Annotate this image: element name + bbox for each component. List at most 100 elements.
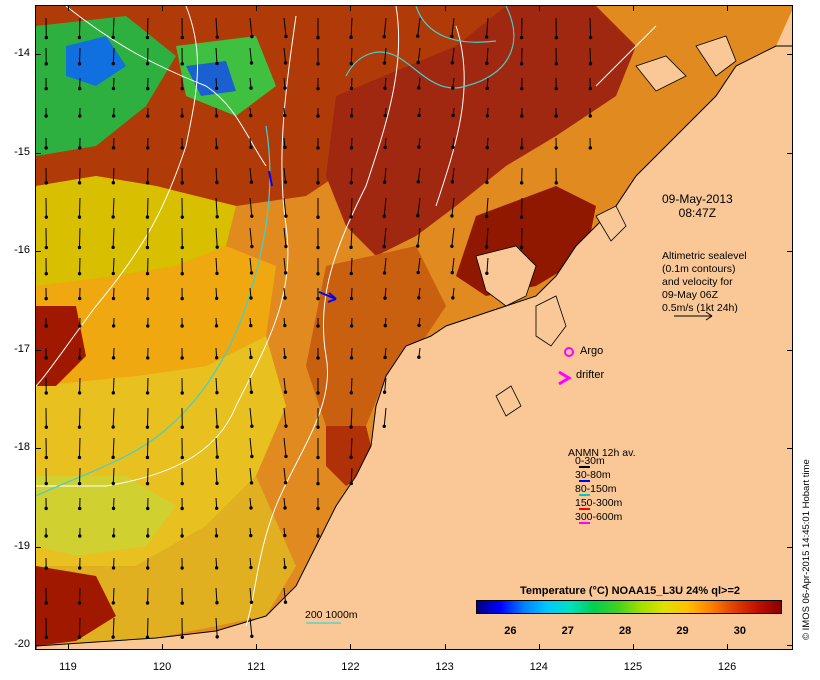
velocity-arrow-head (519, 181, 524, 185)
latitude-tick-label: -19 (14, 539, 30, 552)
velocity-arrow (112, 437, 115, 458)
velocity-arrow-head (283, 506, 287, 510)
velocity-arrow-head (44, 534, 48, 538)
velocity-arrow (249, 407, 253, 427)
velocity-arrow-head (485, 114, 490, 118)
velocity-arrow-head (283, 533, 287, 538)
latitude-tick-mark (35, 251, 41, 253)
longitude-tick-mark (727, 5, 729, 11)
velocity-arrow-head (520, 86, 524, 91)
colorbar-tick-label: 26 (504, 625, 517, 637)
longitude-tick-mark (538, 644, 540, 650)
velocity-arrow (350, 437, 353, 458)
velocity-arrow (451, 197, 455, 216)
longitude-tick-label: 122 (341, 661, 360, 673)
velocity-arrow-head (146, 146, 150, 150)
velocity-arrow (383, 17, 387, 37)
velocity-arrow-head (382, 34, 386, 39)
velocity-arrow-head (283, 390, 288, 394)
isobaths (36, 6, 515, 497)
velocity-arrow-head (519, 35, 524, 40)
latitude-tick-mark (35, 448, 41, 450)
latitude-tick-label: -17 (14, 342, 30, 355)
velocity-arrow-head (249, 296, 253, 300)
latitude-tick-mark (787, 546, 793, 548)
velocity-arrow-head (416, 60, 420, 65)
velocity-arrow-head (383, 113, 387, 118)
velocity-arrow-head (78, 324, 82, 328)
velocity-arrow-head (316, 272, 320, 276)
velocity-arrow (417, 167, 421, 182)
velocity-arrow (112, 407, 115, 428)
velocity-arrow-head (250, 214, 254, 218)
latitude-tick-label: -20 (14, 638, 30, 651)
velocity-arrow-head (111, 296, 116, 301)
velocity-arrow-head (316, 506, 320, 511)
velocity-arrow (215, 497, 218, 509)
velocity-arrow-head (180, 215, 184, 219)
velocity-arrow (486, 17, 489, 38)
velocity-arrow-head (382, 244, 386, 249)
velocity-arrow-head (249, 565, 253, 570)
velocity-arrow-head (77, 455, 82, 460)
velocity-arrow-head (77, 391, 82, 395)
latitude-tick-label: -15 (14, 145, 30, 158)
argo-marker (564, 347, 574, 357)
velocity-arrow-head (146, 324, 150, 328)
velocity-arrow-head (284, 424, 288, 428)
velocity-arrow (283, 257, 287, 273)
velocity-arrow (383, 197, 387, 217)
velocity-arrow-head (283, 180, 288, 184)
velocity-arrow-head (349, 455, 353, 459)
velocity-arrow-head (519, 215, 524, 219)
velocity-arrow-head (180, 62, 184, 66)
velocity-arrow-head (146, 566, 150, 570)
velocity-arrow-head (111, 481, 115, 486)
velocity-arrow (249, 227, 253, 247)
velocity-arrow (112, 17, 115, 38)
velocity-arrow-head (451, 86, 455, 90)
velocity-arrow-head (316, 35, 320, 40)
velocity-arrow-head (214, 356, 219, 360)
velocity-arrow-head (145, 506, 150, 511)
velocity-arrow-head (349, 61, 353, 66)
velocity-arrow-head (77, 481, 82, 486)
velocity-arrow (486, 197, 489, 217)
velocity-arrow-head (283, 355, 287, 360)
velocity-arrow-head (214, 506, 219, 510)
velocity-arrow (215, 617, 218, 637)
velocity-arrow-head (349, 296, 354, 301)
velocity-arrow-head (349, 245, 353, 250)
velocity-arrow-head (77, 425, 82, 429)
velocity-arrow-head (283, 86, 287, 90)
velocity-arrow (215, 47, 218, 64)
velocity-arrow (486, 77, 489, 89)
anmn-legend-item: 300-600m (575, 511, 623, 523)
velocity-arrow-head (44, 601, 48, 605)
anmn-legend-title: ANMN 12h av. (568, 447, 636, 459)
velocity-arrow (112, 167, 115, 183)
velocity-arrow-head (214, 296, 219, 301)
velocity-arrow-head (249, 145, 253, 150)
velocity-arrow (384, 257, 387, 274)
anmn-legend-arrows (579, 466, 590, 524)
altimetry-line: (0.1m contours) (662, 263, 736, 275)
velocity-arrow (112, 227, 115, 248)
longitude-tick-mark (632, 5, 634, 11)
longitude-tick-mark (727, 644, 729, 650)
velocity-arrow-head (180, 272, 184, 276)
velocity-arrow-head (44, 272, 48, 276)
velocity-arrow (283, 407, 287, 427)
velocity-arrow-head (180, 635, 184, 639)
velocity-arrow-head (349, 215, 353, 219)
velocity-arrow (350, 47, 353, 64)
longitude-tick-mark (162, 644, 164, 650)
velocity-arrow (486, 47, 489, 64)
isobath-legend-label: 200 1000m (305, 609, 358, 621)
velocity-arrow-head (77, 35, 82, 40)
velocity-arrow-head (146, 534, 150, 538)
velocity-arrow-head (349, 114, 354, 118)
latitude-tick-mark (35, 645, 41, 647)
altimetry-line: 09-May 06Z (662, 289, 719, 301)
velocity-arrow (249, 437, 253, 457)
